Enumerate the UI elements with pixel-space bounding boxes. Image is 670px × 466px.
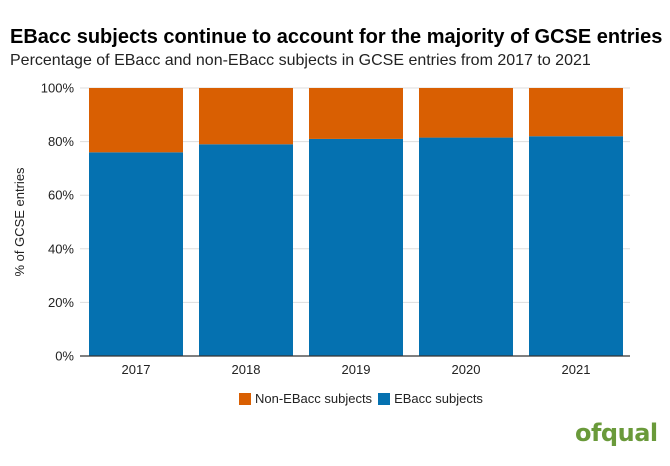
x-tick-label: 2021 (562, 362, 591, 377)
x-tick-label: 2018 (232, 362, 261, 377)
y-tick-label: 20% (48, 295, 74, 310)
bar-ebacc-2017 (89, 152, 183, 356)
chart-title: EBacc subjects continue to account for t… (10, 26, 663, 48)
bar-non-ebacc-2020 (419, 88, 513, 138)
bar-ebacc-2018 (199, 144, 293, 356)
y-tick-label: 60% (48, 188, 74, 203)
x-tick-label: 2019 (342, 362, 371, 377)
legend-item-ebacc: EBacc subjects (378, 391, 483, 406)
legend-item-non-ebacc: Non-EBacc subjects (239, 391, 372, 406)
ofqual-logo: ofqual (575, 419, 658, 447)
y-axis-label: % of GCSE entries (12, 167, 27, 277)
axes: 0% 20% 40% 60% 80% 100% 2017 2018 2019 2020 2021 (41, 81, 630, 377)
bar-ebacc-2019 (309, 138, 403, 356)
bar-non-ebacc-2019 (309, 88, 403, 139)
x-tick-label: 2017 (122, 362, 151, 377)
bar-non-ebacc-2018 (199, 88, 293, 145)
bar-ebacc-2020 (419, 137, 513, 356)
bar-non-ebacc-2021 (529, 88, 623, 137)
y-tick-label: 40% (48, 241, 74, 256)
legend-swatch-non-ebacc (239, 392, 251, 405)
bar-ebacc-2021 (529, 136, 623, 356)
bar-non-ebacc-2017 (89, 88, 183, 153)
x-tick-label: 2020 (452, 362, 481, 377)
legend-label-non-ebacc: Non-EBacc subjects (255, 391, 373, 406)
y-tick-label: 80% (48, 134, 74, 149)
y-tick-label: 0% (55, 349, 74, 364)
chart-legend: Non-EBacc subjects EBacc subjects (239, 391, 489, 406)
bars (89, 88, 623, 356)
y-tick-label: 100% (41, 81, 75, 96)
legend-swatch-ebacc (378, 392, 391, 405)
legend-label-ebacc: EBacc subjects (394, 391, 483, 406)
chart-subtitle: Percentage of EBacc and non-EBacc subjec… (10, 52, 591, 69)
